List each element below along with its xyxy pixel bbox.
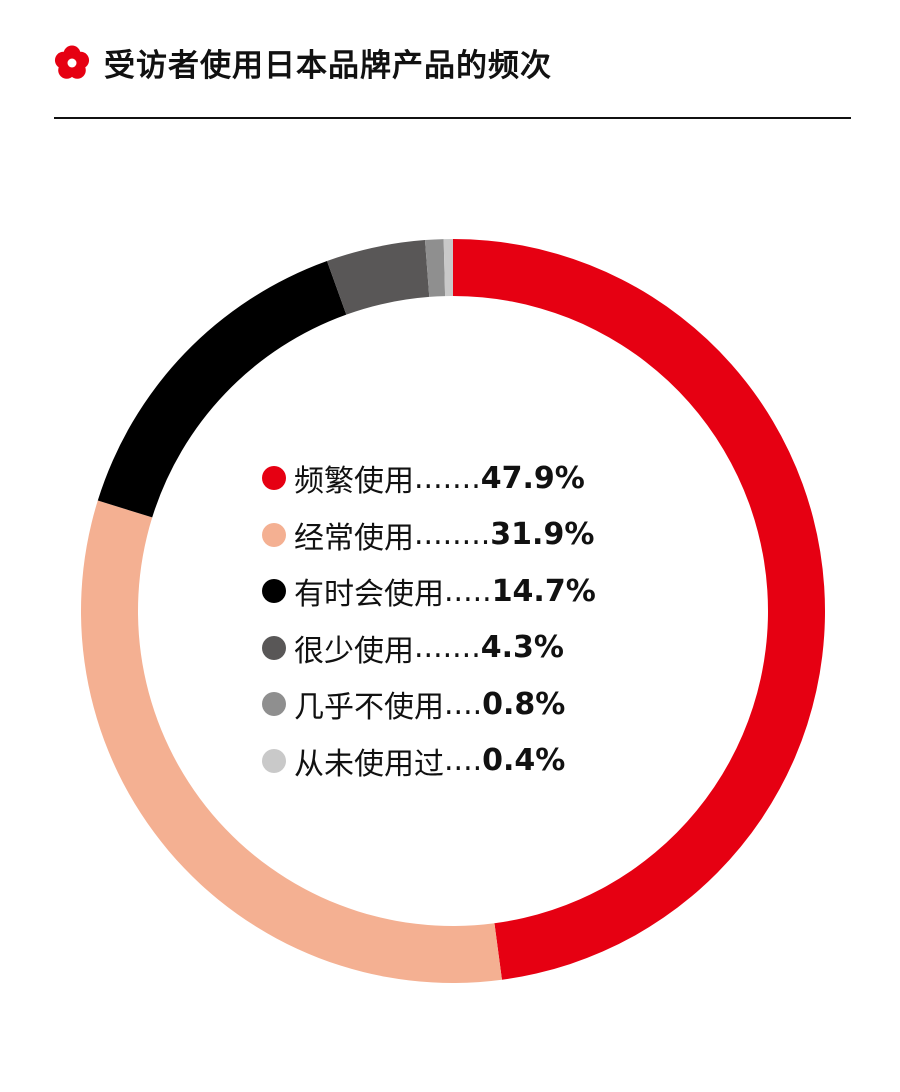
chart-header: 受访者使用日本品牌产品的频次 [52, 40, 552, 85]
legend-swatch [262, 466, 286, 491]
legend-label: 频繁使用 [294, 464, 414, 500]
legend-swatch [262, 635, 286, 660]
donut-slice-6 [443, 239, 453, 297]
legend-swatch [262, 748, 286, 773]
title-divider [54, 117, 851, 119]
legend-item: 频繁使用 ....... 47.9% [262, 450, 596, 507]
legend-label: 有时会使用 [294, 577, 444, 613]
legend-value: 47.9% [480, 460, 585, 496]
legend-leader: .... [444, 686, 483, 722]
donut-slice-4 [326, 240, 430, 315]
legend-swatch [262, 522, 286, 547]
legend-label: 很少使用 [294, 633, 414, 669]
chart-title: 受访者使用日本品牌产品的频次 [104, 48, 552, 84]
sakura-flower-icon [54, 45, 90, 79]
legend-label: 几乎不使用 [294, 690, 444, 726]
donut-slice-1 [453, 239, 825, 980]
donut-slice-3 [97, 260, 347, 518]
legend-item: 经常使用........ 31.9% [262, 507, 596, 564]
legend-value: 4.3% [480, 630, 564, 666]
legend-label: 经常使用 [294, 520, 414, 556]
legend-leader: ....... [414, 630, 481, 666]
legend-item: 从未使用过 .... 0.4% [262, 733, 596, 790]
legend-item: 几乎不使用 .... 0.8% [262, 676, 596, 733]
legend-swatch [262, 692, 286, 717]
legend-item: 有时会使用 ..... 14.7% [262, 563, 596, 620]
legend-value: 0.4% [482, 743, 566, 779]
legend-item: 很少使用 ....... 4.3% [262, 620, 596, 677]
donut-slice-2 [80, 500, 502, 983]
legend-swatch [262, 579, 286, 604]
legend-leader: ..... [444, 573, 492, 609]
legend-leader: .... [444, 743, 483, 779]
legend-leader: ....... [414, 460, 481, 496]
legend-value: 14.7% [491, 573, 596, 609]
legend-value: 31.9% [490, 517, 595, 553]
petal [54, 51, 72, 69]
legend: 频繁使用 ....... 47.9% 经常使用........ 31.9% 有时会使用 … [262, 450, 596, 789]
legend-value: 0.8% [482, 686, 566, 722]
donut-slice-5 [424, 239, 446, 297]
legend-leader: ........ [414, 517, 491, 553]
legend-label: 从未使用过 [294, 746, 444, 782]
